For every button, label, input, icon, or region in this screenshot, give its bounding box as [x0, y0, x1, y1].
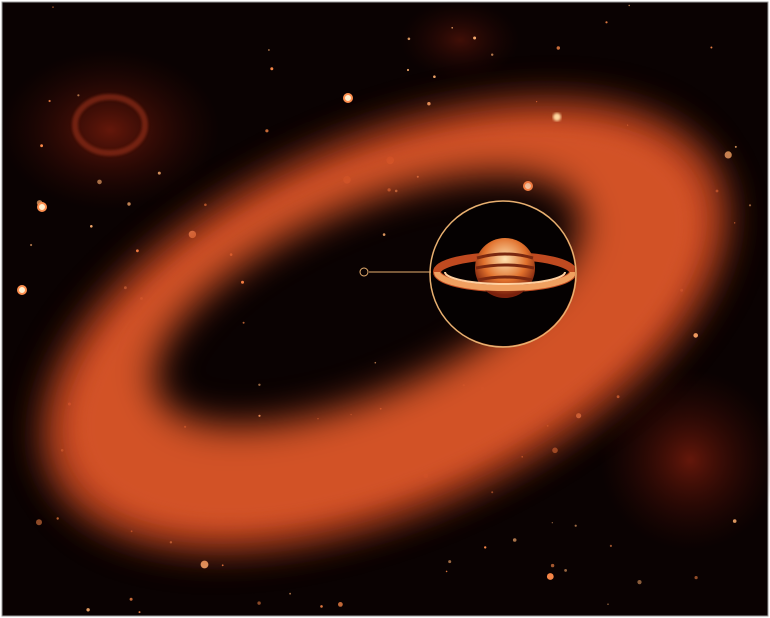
saturn-bands	[475, 252, 535, 282]
star	[127, 202, 131, 206]
star	[138, 611, 141, 614]
star	[607, 603, 609, 605]
star	[734, 145, 737, 148]
star	[693, 333, 698, 338]
star	[52, 6, 54, 8]
star	[574, 524, 577, 527]
saturn-ring-inner	[444, 271, 566, 285]
bright-star	[343, 93, 353, 103]
saturn-ring-front	[434, 271, 575, 291]
star	[265, 129, 269, 133]
star	[427, 102, 431, 106]
star	[694, 576, 698, 580]
star	[48, 99, 51, 103]
star	[710, 46, 713, 49]
star	[491, 491, 494, 494]
star	[77, 94, 80, 97]
star	[97, 179, 102, 185]
nebula	[400, 0, 520, 80]
star	[221, 564, 224, 567]
star	[484, 546, 487, 549]
bright-star	[17, 285, 27, 295]
star	[268, 49, 270, 51]
star	[473, 36, 477, 40]
star	[609, 544, 613, 548]
star	[406, 68, 410, 72]
star	[257, 601, 261, 605]
star	[448, 560, 452, 564]
nebula	[600, 370, 770, 550]
star	[551, 522, 553, 524]
star	[552, 447, 558, 454]
star	[433, 75, 436, 78]
star	[320, 605, 323, 608]
star	[407, 37, 411, 41]
star	[36, 519, 42, 526]
star	[289, 592, 291, 595]
bright-star	[37, 202, 47, 212]
star	[553, 113, 561, 121]
nebula-layer	[0, 0, 770, 550]
star	[556, 46, 560, 50]
star	[270, 67, 274, 71]
saturn-marker	[359, 267, 369, 277]
star	[200, 560, 209, 569]
star	[605, 21, 608, 24]
star	[56, 517, 59, 520]
star	[204, 203, 207, 207]
star	[734, 222, 736, 224]
star	[628, 4, 630, 7]
star	[451, 27, 454, 29]
star	[90, 225, 93, 228]
star	[512, 538, 517, 542]
star	[546, 573, 554, 580]
nebula	[0, 50, 220, 210]
star	[157, 171, 161, 175]
star	[637, 580, 642, 585]
star	[338, 602, 343, 607]
saturn-inset	[431, 202, 575, 346]
inset-border	[429, 200, 577, 348]
nebula-filament	[72, 94, 148, 156]
star	[445, 570, 448, 573]
star	[86, 608, 90, 612]
star	[129, 597, 133, 601]
star	[136, 249, 139, 253]
star	[491, 53, 494, 56]
star	[724, 151, 732, 159]
star	[564, 569, 567, 572]
star	[550, 563, 555, 568]
star	[30, 243, 33, 247]
star	[732, 519, 737, 523]
star	[748, 204, 752, 207]
star	[40, 144, 43, 148]
